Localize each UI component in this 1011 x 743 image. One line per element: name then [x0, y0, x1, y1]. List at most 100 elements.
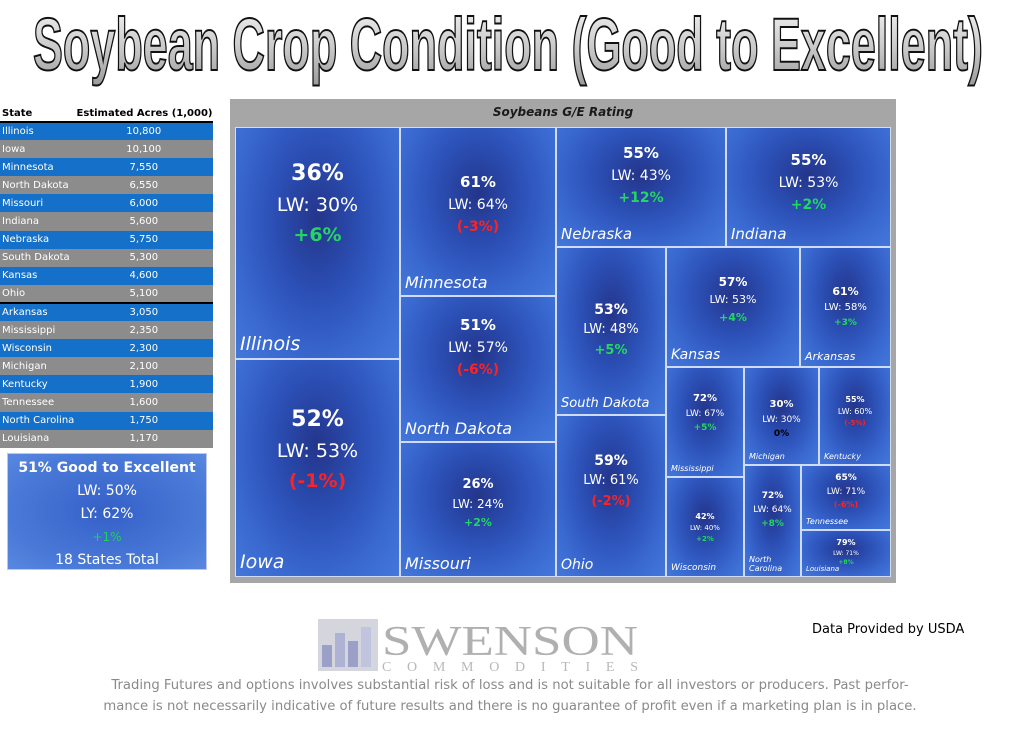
tile-rating: 51%	[460, 316, 496, 334]
table-cell-acres: 5,300	[74, 248, 213, 267]
table-cell-acres: 6,550	[74, 176, 213, 195]
table-cell-acres: 5,750	[74, 230, 213, 249]
tile-last-week: LW: 53%	[778, 174, 839, 191]
table-cell-state: Nebraska	[0, 230, 75, 249]
treemap-tile-tennessee: 65% LW: 71% (-6%) Tennessee	[801, 465, 891, 530]
table-row: Kansas 4,600	[0, 266, 213, 285]
tile-rating: 55%	[623, 144, 659, 162]
table-row: Arkansas 3,050	[0, 301, 213, 322]
table-cell-state: Michigan	[0, 357, 75, 376]
tile-rating: 55%	[790, 151, 827, 169]
table-row: Illinois 10,800	[0, 122, 213, 141]
table-row: North Carolina 1,750	[0, 411, 213, 430]
table-row: Nebraska 5,750	[0, 230, 213, 249]
tile-change: +6%	[293, 224, 342, 247]
treemap-tile-north-carolina: 72% LW: 64% +8% North Carolina	[744, 465, 801, 577]
state-acres-table: State Estimated Acres (1,000) Illinois 10…	[0, 105, 213, 448]
tile-change: +12%	[618, 190, 664, 207]
tile-change: +4%	[719, 311, 747, 324]
table-cell-state: South Dakota	[0, 248, 75, 267]
tile-rating: 55%	[845, 395, 865, 404]
table-cell-acres: 4,600	[74, 266, 213, 285]
treemap-tile-mississippi: 72% LW: 67% +5% Mississippi	[666, 367, 744, 477]
tile-rating: 79%	[836, 538, 856, 547]
tile-change: +2%	[696, 534, 714, 543]
logo-name: SWENSON	[382, 619, 638, 665]
table-cell-acres: 2,300	[74, 339, 213, 358]
tile-change: (-5%)	[844, 419, 866, 428]
tile-rating: 53%	[594, 302, 628, 318]
tile-values: 55% LW: 43% +12%	[557, 143, 725, 210]
table-row: Tennessee 1,600	[0, 393, 213, 412]
summary-headline: 51% Good to Excellent	[18, 460, 196, 476]
tile-change: +2%	[790, 197, 827, 214]
swenson-logo: SWENSON COMMODITIES	[318, 619, 638, 675]
tile-state-label: Illinois	[240, 333, 301, 355]
table-cell-state: Kentucky	[0, 375, 75, 394]
tile-state-label: Missouri	[405, 554, 471, 573]
treemap-tile-arkansas: 61% LW: 58% +3% Arkansas	[800, 247, 891, 367]
tile-change: (-2%)	[591, 494, 631, 510]
table-cell-acres: 2,350	[74, 321, 213, 340]
table-cell-acres: 6,000	[74, 194, 213, 213]
treemap-tile-kentucky: 55% LW: 60% (-5%) Kentucky	[819, 367, 891, 465]
tile-values: 53% LW: 48% +5%	[557, 300, 665, 362]
treemap-chart: Soybeans G/E Rating 36% LW: 30% +6% Illinoi…	[230, 99, 896, 583]
tile-values: 30% LW: 30% 0%	[745, 398, 818, 441]
treemap-tile-north-dakota: 51% LW: 57% (-6%) North Dakota	[400, 296, 556, 442]
tile-change: +2%	[464, 516, 492, 530]
tile-last-week: LW: 67%	[685, 408, 725, 419]
treemap-tile-louisiana: 79% LW: 71% +8% Louisiana	[801, 530, 891, 577]
tile-values: 36% LW: 30% +6%	[236, 158, 399, 251]
treemap-tile-missouri: 26% LW: 24% +2% Missouri	[400, 442, 556, 577]
tile-last-week: LW: 43%	[611, 167, 671, 184]
tile-values: 51% LW: 57% (-6%)	[401, 315, 555, 382]
tile-state-label: South Dakota	[561, 396, 650, 411]
tile-last-week: LW: 57%	[448, 339, 508, 356]
tile-state-label: Nebraska	[561, 225, 633, 243]
tile-rating: 61%	[832, 285, 859, 298]
tile-state-label: Wisconsin	[671, 563, 717, 573]
tile-values: 55% LW: 53% +2%	[727, 150, 890, 217]
tile-last-week: LW: 61%	[583, 473, 639, 489]
tile-last-week: LW: 71%	[833, 549, 859, 557]
tile-values: 55% LW: 60% (-5%)	[820, 394, 890, 430]
page-title-text: Soybean Crop Condition (Good to Excellen…	[33, 3, 983, 86]
treemap-tile-iowa: 52% LW: 53% (-1%) Iowa	[235, 359, 400, 577]
tile-state-label: Ohio	[561, 557, 594, 573]
summary-last-year: LY: 62%	[80, 506, 134, 522]
tile-change: +8%	[838, 559, 854, 567]
table-cell-state: Missouri	[0, 194, 75, 213]
tile-state-label: Kansas	[671, 347, 721, 363]
table-cell-acres: 5,600	[74, 212, 213, 231]
tile-last-week: LW: 53%	[709, 293, 757, 307]
treemap-tile-minnesota: 61% LW: 64% (-3%) Minnesota	[400, 127, 556, 296]
tile-values: 65% LW: 71% (-6%)	[802, 472, 890, 512]
tile-values: 79% LW: 71% +8%	[802, 537, 890, 568]
table-cell-state: Louisiana	[0, 429, 75, 448]
tile-state-label: Michigan	[749, 452, 785, 461]
treemap-tile-kansas: 57% LW: 53% +4% Kansas	[666, 247, 800, 367]
table-row: South Dakota 5,300	[0, 248, 213, 267]
tile-change: (-6%)	[456, 362, 500, 379]
tile-values: 42% LW: 40% +2%	[667, 511, 743, 545]
tile-change: 0%	[773, 428, 790, 439]
tile-last-week: LW: 30%	[276, 193, 359, 216]
table-cell-state: North Dakota	[0, 176, 75, 195]
table-row: Michigan 2,100	[0, 357, 213, 376]
treemap-tile-nebraska: 55% LW: 43% +12% Nebraska	[556, 127, 726, 247]
tile-rating: 57%	[718, 275, 748, 289]
table-cell-state: Indiana	[0, 212, 75, 231]
header-state: State	[0, 105, 75, 123]
tile-last-week: LW: 64%	[448, 196, 508, 213]
tile-state-label: Iowa	[240, 551, 285, 573]
table-cell-state: Illinois	[0, 122, 75, 141]
disclaimer-line-2: mance is not necessarily indicative of f…	[103, 699, 917, 714]
table-cell-acres: 1,170	[74, 429, 213, 448]
tile-state-label: Louisiana	[806, 565, 840, 573]
tile-state-label: Tennessee	[806, 517, 849, 526]
table-row: Minnesota 7,550	[0, 158, 213, 177]
tile-values: 72% LW: 64% +8%	[745, 490, 800, 532]
tile-change: (-3%)	[456, 219, 500, 236]
tile-values: 61% LW: 58% +3%	[801, 284, 890, 330]
